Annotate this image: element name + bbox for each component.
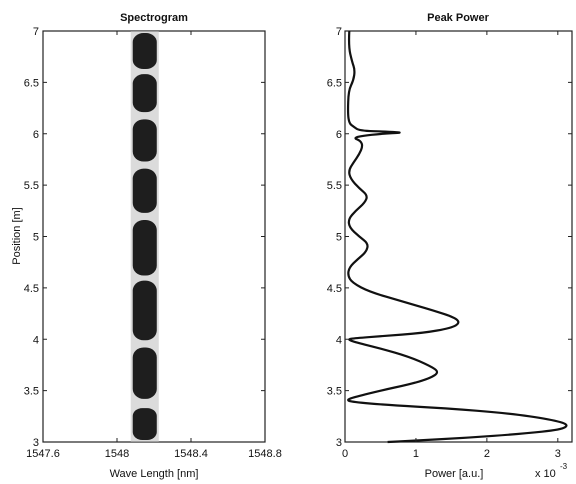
spectrogram-xlabel: Wave Length [nm] <box>110 468 199 480</box>
spectrogram-pulse-0 <box>132 408 157 440</box>
spectrogram-pulse-5 <box>132 119 157 162</box>
peak-power-ytick-label-2: 4 <box>336 334 342 346</box>
spectrogram-ticks: 1547.6 1548 1548.4 1548.8 3 3.5 4 4.5 5 5.5 6 6.5 7 <box>24 26 282 460</box>
peak-power-ytick-label-3: 4.5 <box>327 283 342 295</box>
peak-power-line-0 <box>346 30 568 444</box>
spectrogram-panel: 1547.6 1548 1548.4 1548.833.544.555.566.57 … <box>11 12 282 480</box>
spectrogram-pulse-4 <box>132 168 157 213</box>
peak-power-ytick-label-4: 5 <box>336 232 342 244</box>
spectrogram-ytick-label-5: 5.5 <box>24 180 39 192</box>
peak-power-xtick-label-0: 0 <box>342 448 348 460</box>
spectrogram-xtick-label-3: 1548.8 <box>248 448 282 460</box>
spectrogram-ytick-label-8: 7 <box>33 26 39 38</box>
spectrogram-ytick-label-2: 4 <box>33 334 39 346</box>
spectrogram-pulse-6 <box>132 74 157 113</box>
peak-power-panel: 0 1 2 3 3 3.5 4 4.5 5 5.5 6 6.5 7 Peak Power Power [… <box>327 12 573 480</box>
peak-power-ytick-label-5: 5.5 <box>327 180 342 192</box>
peak-power-plot-area <box>344 30 573 443</box>
peak-power-ytick-label-1: 3.5 <box>327 386 342 398</box>
peak-power-title: Peak Power <box>427 12 489 24</box>
spectrogram-ytick-label-7: 6.5 <box>24 77 39 89</box>
peak-power-ytick-label-7: 6.5 <box>327 77 342 89</box>
spectrogram-pulse-1 <box>132 347 157 399</box>
peak-power-xtick-label-1: 1 <box>413 448 419 460</box>
spectrogram-xtick-label-0: 1547.6 <box>26 448 60 460</box>
peak-power-xtick-label-2: 2 <box>484 448 490 460</box>
spectrogram-xtick-label-2: 1548.4 <box>174 448 208 460</box>
peak-power-multiplier: x 10 <box>535 468 556 480</box>
spectrogram-title: Spectrogram <box>120 12 188 24</box>
spectrogram-ytick-label-6: 6 <box>33 129 39 141</box>
peak-power-marks <box>346 30 568 444</box>
peak-power-ytick-label-8: 7 <box>336 26 342 38</box>
spectrogram-pulse-3 <box>132 220 157 276</box>
peak-power-xlabel: Power [a.u.] <box>425 468 484 480</box>
spectrogram-xtick-label-1: 1548 <box>105 448 129 460</box>
spectrogram-pulse-2 <box>132 280 157 341</box>
spectrogram-pulse-7 <box>132 33 157 70</box>
spectrogram-ytick-label-1: 3.5 <box>24 386 39 398</box>
peak-power-xtick-label-3: 3 <box>555 448 561 460</box>
peak-power-ytick-label-0: 3 <box>336 437 342 449</box>
peak-power-ticks: 0 1 2 3 3 3.5 4 4.5 5 5.5 6 6.5 7 <box>327 26 572 460</box>
peak-power-multiplier-exponent: -3 <box>560 462 568 471</box>
spectrogram-marks <box>130 31 159 442</box>
spectrogram-ytick-label-0: 3 <box>33 437 39 449</box>
spectrogram-ylabel: Position [m] <box>11 207 23 264</box>
spectrogram-ytick-label-3: 4.5 <box>24 283 39 295</box>
spectrogram-ytick-label-4: 5 <box>33 232 39 244</box>
peak-power-ytick-label-6: 6 <box>336 129 342 141</box>
